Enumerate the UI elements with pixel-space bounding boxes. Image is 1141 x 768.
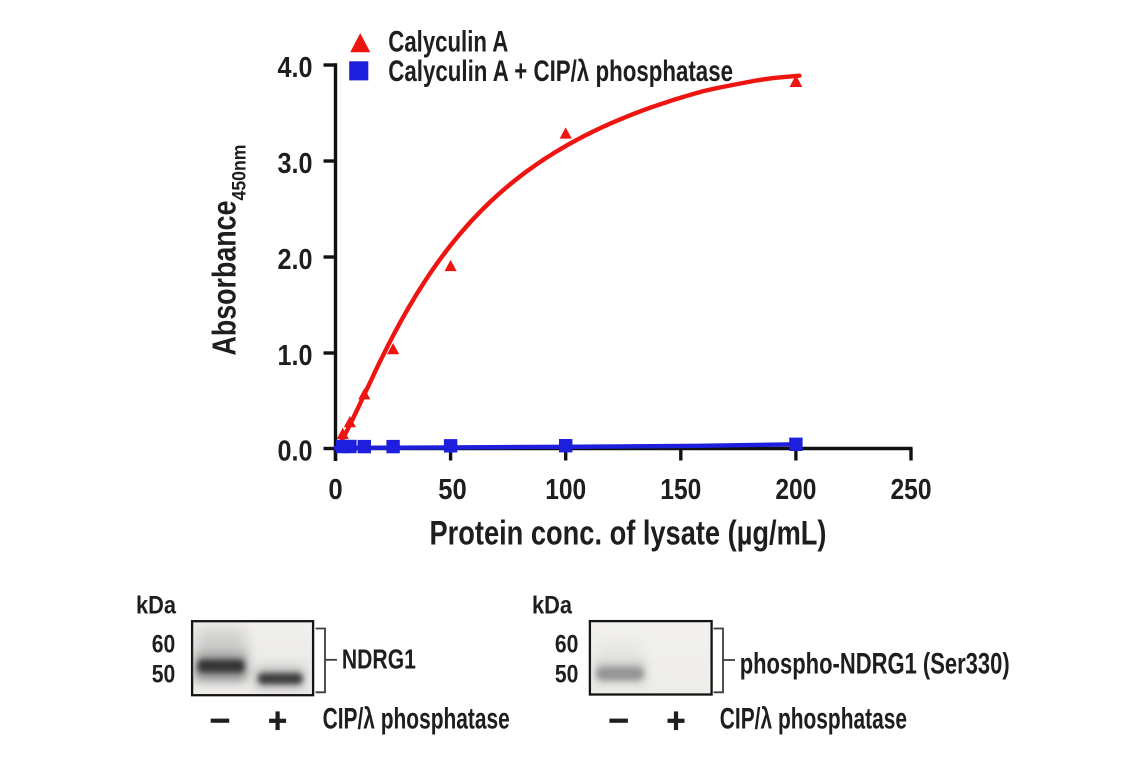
svg-text:3.0: 3.0 (278, 148, 313, 180)
svg-text:1.0: 1.0 (278, 340, 313, 372)
svg-text:60: 60 (152, 630, 176, 658)
svg-text:phospho-NDRG1 (Ser330): phospho-NDRG1 (Ser330) (740, 648, 1010, 681)
svg-text:60: 60 (555, 630, 579, 658)
svg-text:Protein conc. of lysate (µg/mL: Protein conc. of lysate (µg/mL) (430, 514, 827, 552)
svg-text:0: 0 (328, 474, 342, 506)
svg-text:200: 200 (775, 474, 816, 506)
svg-text:4.0: 4.0 (278, 52, 313, 84)
svg-text:50: 50 (152, 660, 176, 688)
svg-text:100: 100 (545, 474, 586, 506)
svg-text:0.0: 0.0 (278, 435, 313, 467)
svg-text:kDa: kDa (532, 592, 573, 620)
svg-text:kDa: kDa (136, 592, 177, 620)
svg-text:50: 50 (438, 474, 467, 506)
svg-text:Calyculin A + CIP/λ phosphatas: Calyculin A + CIP/λ phosphatase (388, 55, 733, 88)
svg-text:CIP/λ phosphatase: CIP/λ phosphatase (720, 703, 907, 736)
svg-text:250: 250 (891, 474, 932, 506)
svg-text:NDRG1: NDRG1 (342, 644, 416, 675)
svg-text:Calyculin A: Calyculin A (388, 26, 508, 59)
svg-text:150: 150 (660, 474, 701, 506)
svg-text:Absorbance450nm: Absorbance450nm (206, 145, 251, 356)
svg-text:50: 50 (555, 660, 579, 688)
svg-text:CIP/λ phosphatase: CIP/λ phosphatase (323, 703, 510, 736)
svg-text:2.0: 2.0 (278, 244, 313, 276)
